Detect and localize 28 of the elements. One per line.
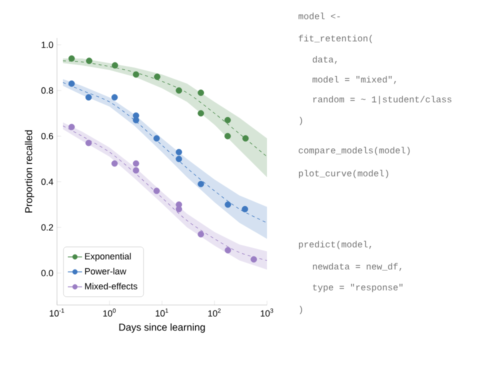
- y-tick-label: 0.2: [41, 224, 54, 231]
- text: data,: [312, 56, 337, 64]
- legend-label: Power-law: [85, 268, 126, 274]
- x-axis-title: Days since learning: [119, 323, 205, 333]
- x-tick-label: 10$^{1}$: [156, 308, 168, 317]
- text: ): [300, 306, 302, 314]
- legend-label: Mixed-effects: [85, 282, 138, 290]
- x-tick-label: 10$^{2}$: [208, 308, 221, 317]
- y-tick-label: 0.0: [41, 270, 54, 276]
- text: newdata = new_df,: [312, 262, 402, 272]
- y-tick-label: 1.0: [42, 42, 54, 48]
- text: model <-: [298, 12, 340, 20]
- x-tick-label: 10$^{-1}$: [50, 308, 64, 317]
- text: fit_retention(: [298, 34, 372, 44]
- y-tick-label: 0.6: [41, 132, 54, 140]
- text: compare_models(model): [298, 146, 410, 156]
- y-axis-title: Proportion recalled: [24, 130, 34, 212]
- legend-label: Exponential: [85, 252, 131, 262]
- text: predict(model,: [298, 240, 372, 250]
- x-tick-label: 10$^{3}$: [260, 308, 274, 317]
- y-tick-label: 0.4: [41, 178, 54, 185]
- text: plot_curve(model): [298, 170, 388, 178]
- text: model = "mixed",: [312, 76, 396, 84]
- text: random = ~ 1|student/class: [313, 96, 452, 104]
- y-tick-label: 0.8: [41, 87, 54, 94]
- text: ): [300, 116, 302, 126]
- x-tick-label: 10$^{0}$: [103, 308, 116, 317]
- text: type = "response": [313, 284, 402, 292]
